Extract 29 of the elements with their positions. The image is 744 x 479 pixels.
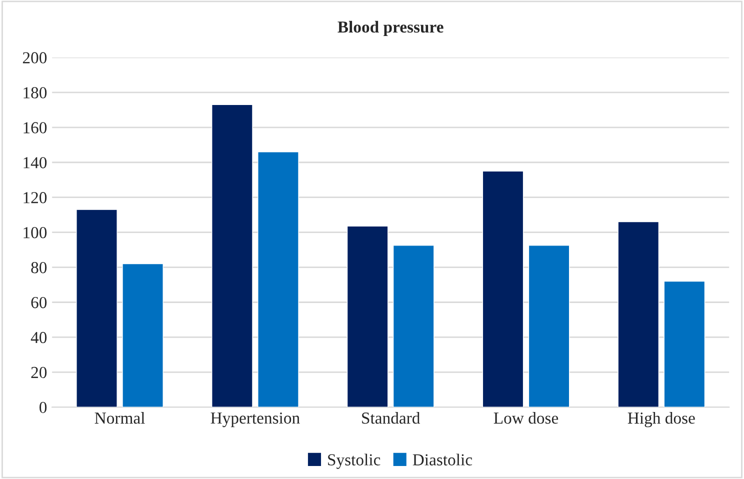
legend-label: Diastolic: [412, 454, 472, 466]
bar: [664, 280, 706, 408]
bar: [122, 263, 164, 408]
x-tick-label: Normal: [94, 412, 145, 424]
x-tick-label: Hypertension: [210, 412, 300, 428]
bar: [76, 209, 118, 408]
y-tick-label: 160: [24, 122, 47, 134]
y-tick-label: 120: [24, 192, 47, 204]
y-tick-label: 40: [30, 332, 47, 344]
y-tick-label: 80: [31, 262, 47, 274]
bar: [346, 226, 388, 408]
y-tick-label: 100: [24, 227, 47, 238]
x-tick-label: Standard: [362, 412, 420, 424]
y-tick-label: 140: [24, 157, 47, 168]
bar: [618, 221, 660, 408]
y-tick-label: 60: [31, 296, 47, 308]
x-tick-label: High dose: [628, 412, 695, 428]
y-tick-label: 180: [24, 87, 47, 98]
bar: [482, 170, 524, 408]
y-tick-label: 20: [31, 366, 47, 378]
legend-label: Systolic: [328, 454, 380, 469]
x-tick-label: Low dose: [494, 412, 558, 424]
chart-title: Blood pressure: [338, 20, 444, 36]
bar: [528, 245, 570, 408]
bar: [212, 104, 253, 408]
bar: [258, 152, 299, 408]
y-tick-label: 200: [22, 52, 47, 64]
y-tick-label: 0: [40, 402, 47, 414]
bar: [392, 245, 434, 408]
